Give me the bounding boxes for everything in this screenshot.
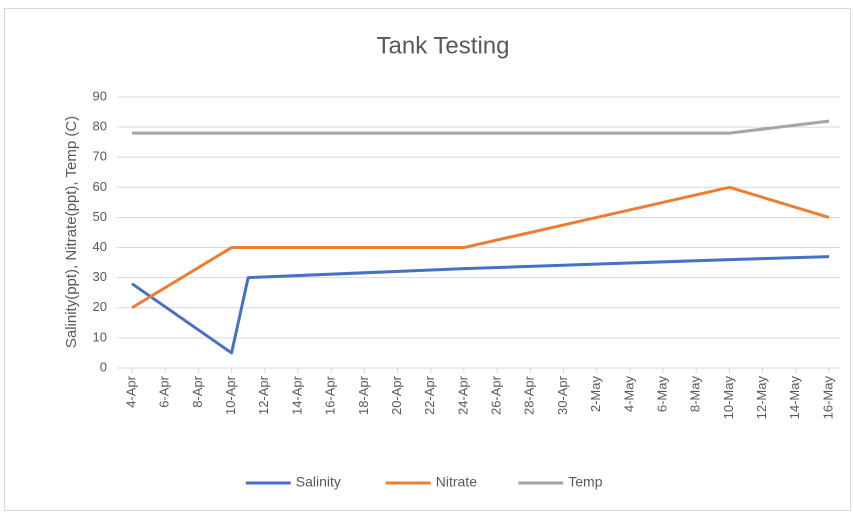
series-line	[131, 185, 830, 310]
chart-title: Tank Testing	[377, 32, 510, 59]
x-tick-label: 16-Apr	[323, 375, 338, 415]
x-tick-label: 14-Apr	[289, 375, 304, 415]
y-tick-label: 30	[93, 269, 107, 284]
x-tick-label: 10-May	[721, 376, 736, 420]
x-tick-label: 6-May	[654, 376, 669, 413]
y-tick-label: 40	[93, 239, 107, 254]
y-tick-label: 10	[93, 329, 107, 344]
y-tick-label: 80	[93, 119, 107, 134]
y-tick-label: 70	[93, 149, 107, 164]
x-tick-label: 16-May	[820, 376, 835, 420]
x-tick-label: 8-Apr	[190, 375, 205, 407]
x-tick-label: 12-Apr	[256, 375, 271, 415]
x-tick-label: 24-Apr	[455, 375, 470, 415]
y-tick-label: 0	[100, 359, 107, 374]
y-tick-label: 60	[93, 179, 107, 194]
x-tick-label: 22-Apr	[422, 375, 437, 415]
x-tick-label: 14-May	[787, 376, 802, 420]
x-tick-label: 10-Apr	[223, 375, 238, 415]
x-tick-label: 4-May	[621, 376, 636, 413]
y-tick-label: 50	[93, 209, 107, 224]
legend-label: Salinity	[296, 474, 341, 490]
x-tick-label: 6-Apr	[157, 375, 172, 407]
x-tick-label: 20-Apr	[389, 375, 404, 415]
series-line	[131, 255, 830, 355]
x-tick-label: 2-May	[588, 376, 603, 413]
x-tick-label: 18-Apr	[356, 375, 371, 415]
legend-label: Nitrate	[436, 474, 477, 490]
x-tick-label: 4-Apr	[123, 375, 138, 407]
y-tick-label: 90	[93, 88, 107, 103]
y-tick-label: 20	[93, 299, 107, 314]
x-tick-label: 12-May	[754, 376, 769, 420]
x-tick-label: 8-May	[688, 376, 703, 413]
x-tick-label: 28-Apr	[522, 375, 537, 415]
x-tick-label: 26-Apr	[489, 375, 504, 415]
y-axis-label: Salinity(ppt), Nitrate(ppt), Temp (C)	[63, 116, 80, 348]
legend-label: Temp	[568, 474, 602, 490]
x-tick-label: 30-Apr	[555, 375, 570, 415]
series-line	[132, 119, 830, 135]
